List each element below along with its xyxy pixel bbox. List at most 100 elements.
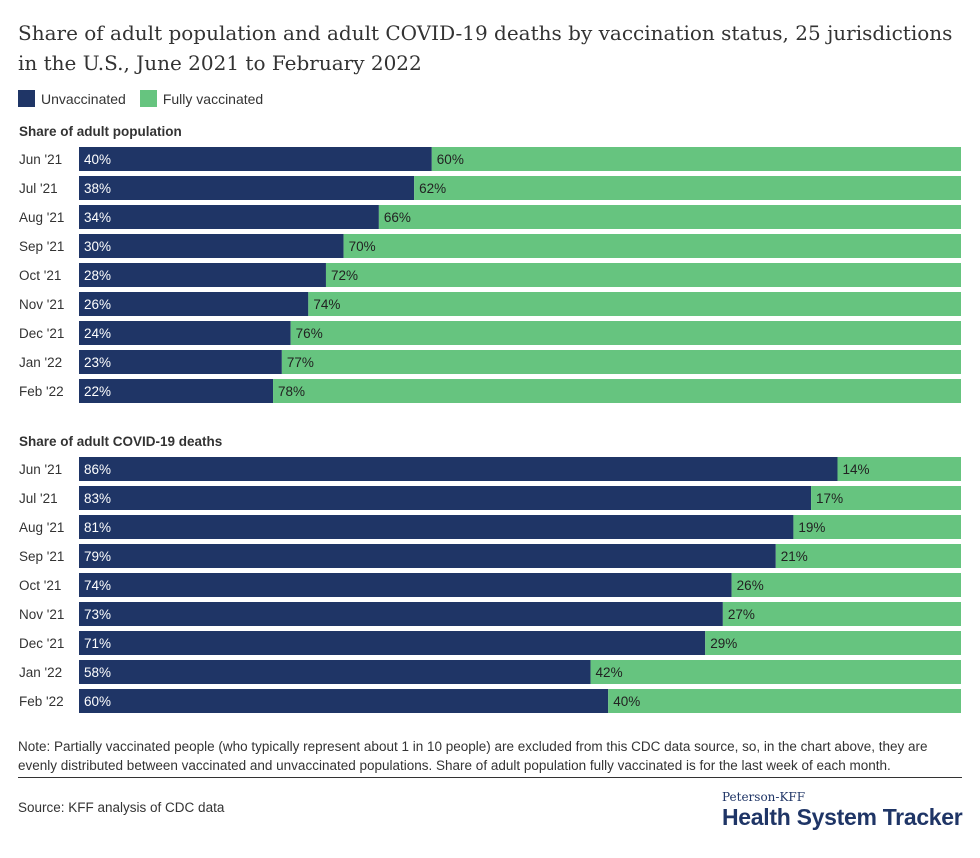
data-label: 79% [84, 549, 111, 564]
logo: Peterson-KFF Health System Tracker [722, 790, 963, 831]
category-label: Oct '21 [19, 268, 61, 283]
category-label: Sep '21 [19, 549, 64, 564]
chart: Jun '21 40% 60% Jul '21 38% 62% Aug '21 34% 66% S… [19, 147, 962, 713]
bar-unvaccinated [79, 379, 274, 403]
bar-unvaccinated [79, 147, 432, 171]
bar-fully-vaccinated [325, 263, 962, 287]
bar-unvaccinated [79, 515, 794, 539]
bar-fully-vaccinated [793, 515, 961, 539]
data-label: 22% [84, 384, 111, 399]
data-label: 76% [296, 326, 323, 341]
bar-unvaccinated [79, 321, 291, 345]
chart-title: Share of adult population and adult COVI… [18, 21, 953, 75]
data-label: 71% [84, 636, 111, 651]
bar-fully-vaccinated [837, 457, 961, 481]
category-label: Nov '21 [19, 297, 64, 312]
category-label: Jul '21 [19, 181, 58, 196]
category-label: Jul '21 [19, 491, 58, 506]
panel-title-population: Share of adult population [19, 124, 182, 139]
bar-fully-vaccinated [273, 379, 961, 403]
data-label: 42% [596, 665, 623, 680]
data-label: 74% [313, 297, 340, 312]
data-label: 86% [84, 462, 111, 477]
data-label: 72% [331, 268, 358, 283]
bar-unvaccinated [79, 176, 415, 200]
note: Note: Partially vaccinated people (who t… [18, 739, 928, 773]
bar-fully-vaccinated [414, 176, 961, 200]
bar-fully-vaccinated [705, 631, 961, 655]
bar-fully-vaccinated [431, 147, 961, 171]
bar-unvaccinated [79, 234, 344, 258]
bar-fully-vaccinated [722, 602, 961, 626]
bar-unvaccinated [79, 573, 732, 597]
data-label: 26% [737, 578, 764, 593]
data-label: 58% [84, 665, 111, 680]
category-label: Feb '22 [19, 384, 64, 399]
divider [18, 777, 962, 778]
data-label: 60% [437, 152, 464, 167]
bar-fully-vaccinated [290, 321, 961, 345]
legend-swatch-fully-vaccinated [139, 90, 157, 107]
data-label: 38% [84, 181, 111, 196]
legend-label-fully-vaccinated: Fully vaccinated [162, 90, 264, 107]
bar-unvaccinated [79, 486, 812, 510]
data-label: 66% [384, 210, 411, 225]
category-label: Sep '21 [19, 239, 64, 254]
data-label: 26% [84, 297, 111, 312]
data-label: 23% [84, 355, 111, 370]
bar-unvaccinated [79, 660, 591, 684]
bar-unvaccinated [79, 631, 706, 655]
data-label: 24% [84, 326, 111, 341]
category-label: Dec '21 [19, 326, 64, 341]
bar-unvaccinated [79, 205, 379, 229]
data-label: 60% [84, 694, 111, 709]
category-label: Jun '21 [19, 462, 62, 477]
logo-small-text: Peterson-KFF [722, 790, 806, 804]
data-label: 74% [84, 578, 111, 593]
bar-fully-vaccinated [378, 205, 961, 229]
data-label: 27% [728, 607, 755, 622]
category-label: Jan '22 [19, 355, 62, 370]
data-label: 14% [843, 462, 870, 477]
legend-label-unvaccinated: Unvaccinated [41, 90, 126, 107]
bar-unvaccinated [79, 292, 309, 316]
data-label: 81% [84, 520, 111, 535]
category-label: Jan '22 [19, 665, 62, 680]
bar-unvaccinated [79, 350, 282, 374]
category-label: Aug '21 [19, 520, 64, 535]
bar-fully-vaccinated [590, 660, 961, 684]
data-label: 62% [419, 181, 446, 196]
category-label: Dec '21 [19, 636, 64, 651]
category-label: Jun '21 [19, 152, 62, 167]
legend: Unvaccinated Fully vaccinated [18, 90, 263, 107]
bar-unvaccinated [79, 263, 326, 287]
data-label: 40% [84, 152, 111, 167]
bar-fully-vaccinated [308, 292, 961, 316]
data-label: 29% [710, 636, 737, 651]
bar-unvaccinated [79, 544, 776, 568]
data-label: 70% [349, 239, 376, 254]
data-label: 28% [84, 268, 111, 283]
data-label: 21% [781, 549, 808, 564]
data-label: 30% [84, 239, 111, 254]
category-label: Oct '21 [19, 578, 61, 593]
bar-unvaccinated [79, 457, 838, 481]
bar-unvaccinated [79, 689, 609, 713]
bar-fully-vaccinated [811, 486, 961, 510]
bar-fully-vaccinated [343, 234, 962, 258]
bar-fully-vaccinated [775, 544, 961, 568]
data-label: 73% [84, 607, 111, 622]
logo-big-text: Health System Tracker [722, 804, 963, 830]
bar-fully-vaccinated [281, 350, 961, 374]
data-label: 83% [84, 491, 111, 506]
source: Source: KFF analysis of CDC data [18, 800, 225, 815]
data-label: 34% [84, 210, 111, 225]
data-label: 78% [278, 384, 305, 399]
data-label: 40% [613, 694, 640, 709]
bar-fully-vaccinated [608, 689, 961, 713]
category-label: Nov '21 [19, 607, 64, 622]
category-label: Feb '22 [19, 694, 64, 709]
data-label: 17% [816, 491, 843, 506]
bar-fully-vaccinated [731, 573, 961, 597]
bar-unvaccinated [79, 602, 723, 626]
